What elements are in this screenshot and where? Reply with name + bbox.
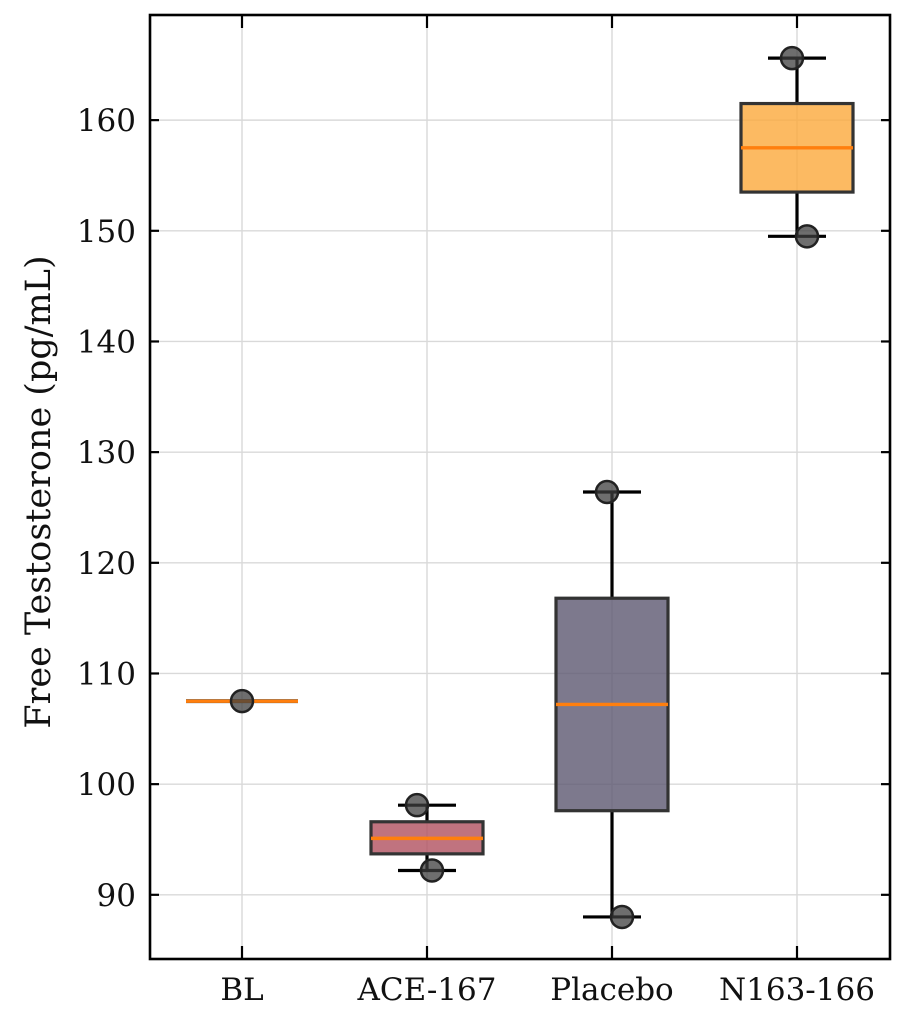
data-point xyxy=(404,792,430,818)
box-group-bl xyxy=(186,688,298,714)
data-point xyxy=(779,45,805,71)
x-tick-label: Placebo xyxy=(550,972,673,1008)
y-tick-label: 160 xyxy=(77,103,136,139)
box-group-placebo xyxy=(554,479,670,930)
y-tick-label: 100 xyxy=(77,767,136,803)
y-axis-title: Free Testosterone (pg/mL) xyxy=(19,255,59,728)
box-group-ace-167 xyxy=(369,792,485,883)
y-tick-label: 120 xyxy=(77,546,136,582)
y-tick-label: 130 xyxy=(77,435,136,471)
data-point xyxy=(229,688,255,714)
y-tick-labels: 90 100 110 120 130 140 150 160 xyxy=(77,103,136,914)
plot-frame xyxy=(148,13,892,961)
x-tick-labels: BL ACE-167 Placebo N163-166 xyxy=(220,972,875,1008)
x-tick-label: ACE-167 xyxy=(357,972,497,1008)
x-tick-label: BL xyxy=(220,972,263,1008)
y-tick-label: 90 xyxy=(97,878,136,914)
data-point xyxy=(594,479,620,505)
axis-ticks xyxy=(150,15,890,959)
y-tick-label: 150 xyxy=(77,214,136,250)
box-plot-series xyxy=(186,45,855,930)
box-group-n163-166 xyxy=(739,45,855,249)
data-point xyxy=(419,858,445,883)
x-tick-label: N163-166 xyxy=(719,972,875,1008)
y-tick-label: 140 xyxy=(77,324,136,360)
y-tick-label: 110 xyxy=(77,656,136,692)
data-point xyxy=(609,904,635,930)
data-point xyxy=(794,224,820,249)
